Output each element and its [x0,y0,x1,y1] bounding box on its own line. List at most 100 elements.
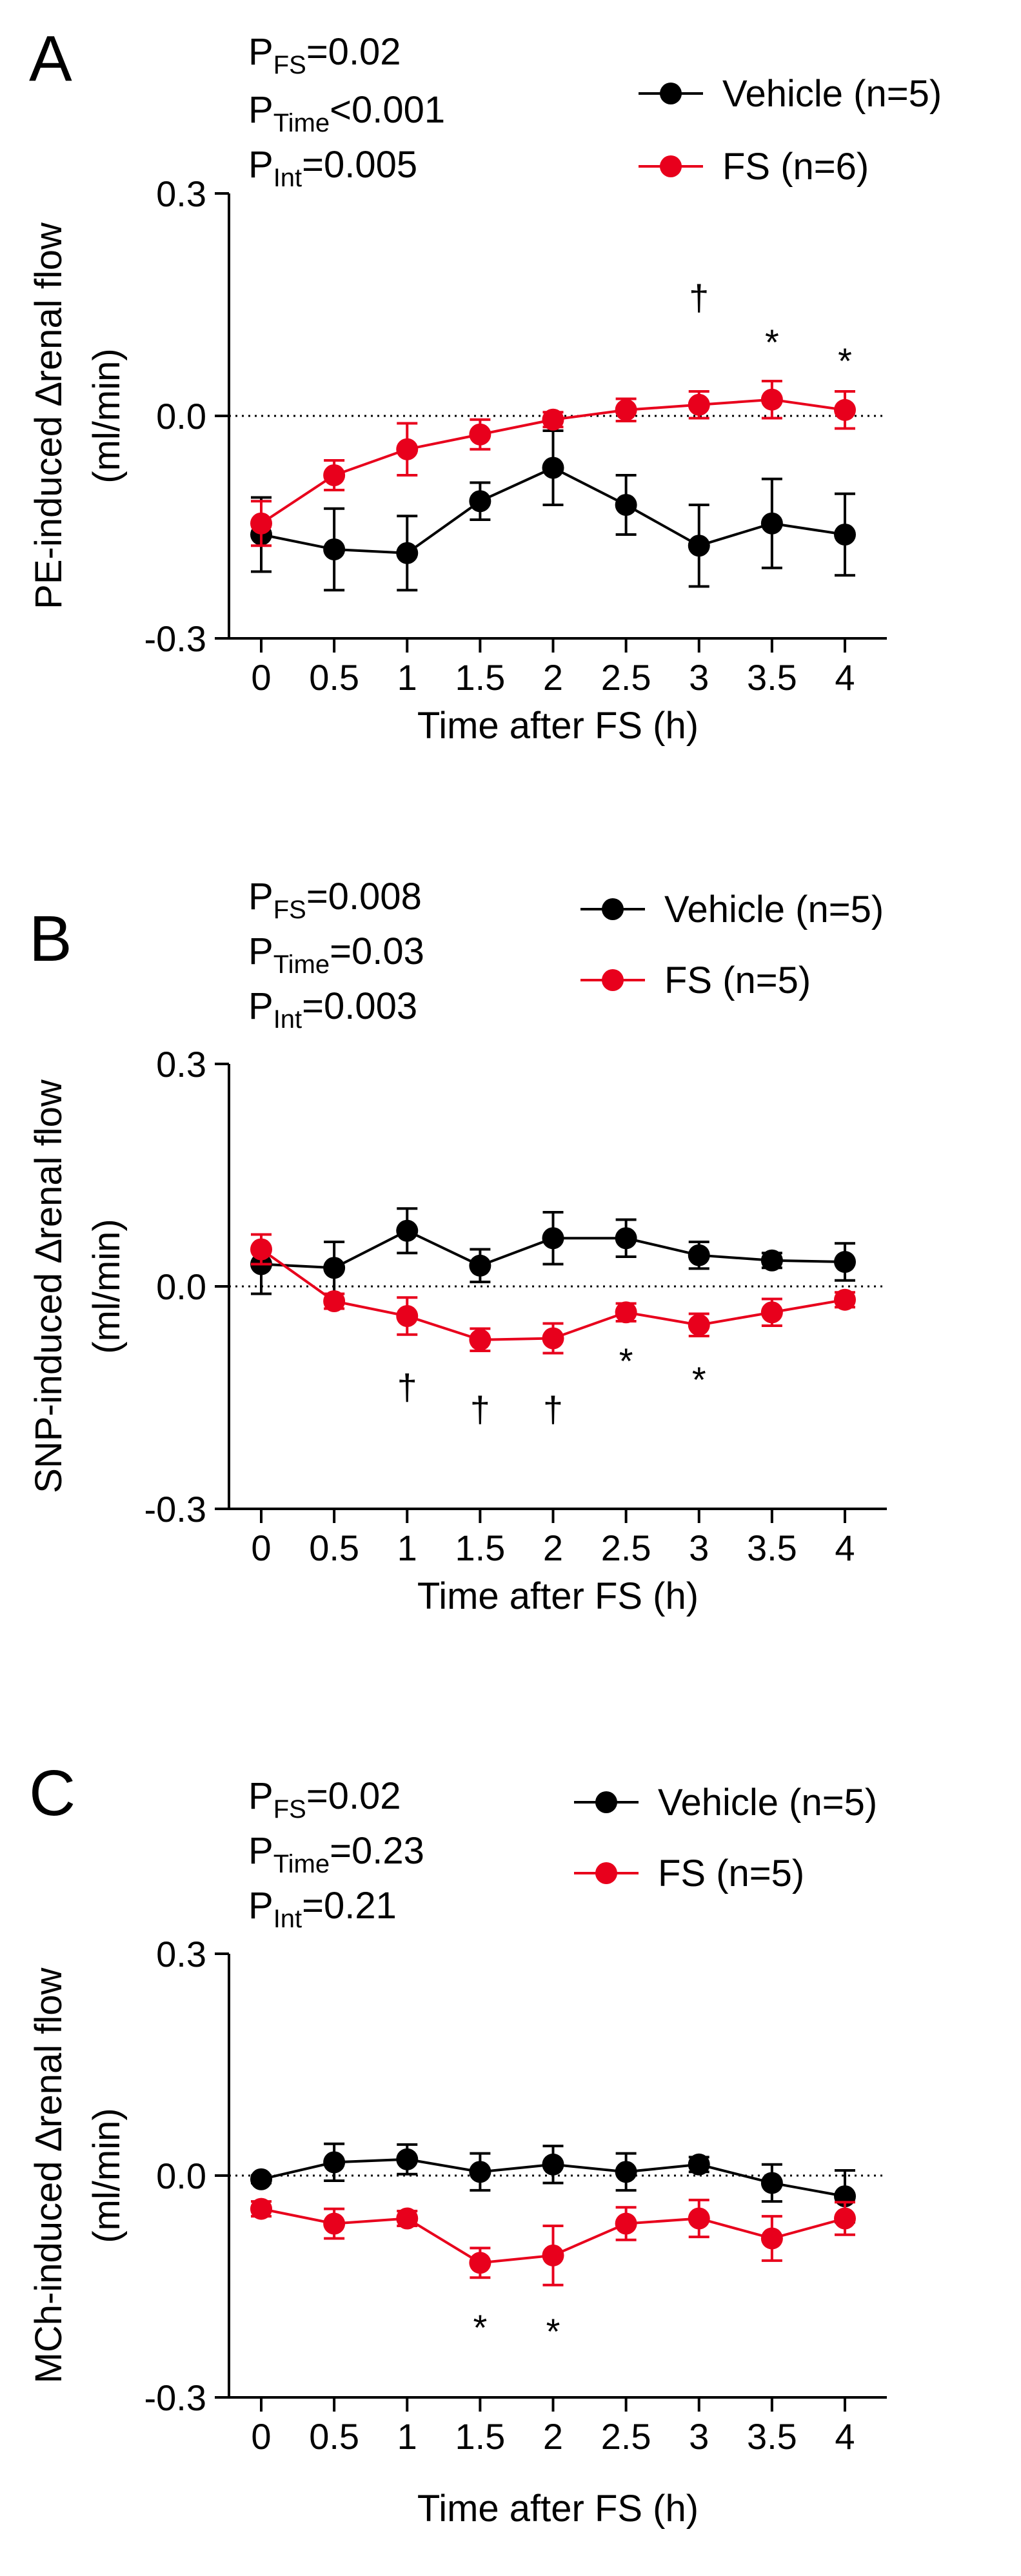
panel-letter: A [29,23,72,95]
data-point [615,494,637,516]
legend-label-0: Vehicle (n=5) [722,73,942,115]
data-point [323,2212,346,2235]
series-0 [250,2142,856,2224]
x-tick-label: 0 [251,2416,271,2457]
significance-marker: † [470,1389,490,1430]
data-point [688,535,710,557]
significance-marker: * [546,2311,560,2352]
legend-label-0: Vehicle (n=5) [658,1782,877,1824]
data-point [542,1227,564,1250]
data-point [760,512,783,535]
significance-marker: * [692,1359,706,1400]
data-point [834,1288,856,1311]
data-point [250,1238,272,1261]
x-tick-label: 2.5 [601,1528,651,1568]
stat-p-int: PInt=0.005 [248,144,417,192]
stat-p-time: PTime=0.03 [248,930,424,979]
data-point [396,1219,419,1242]
significance-marker: * [473,2307,487,2348]
x-tick-label: 1.5 [455,657,505,698]
significance-marker: * [838,340,852,381]
significance-marker: † [543,1389,563,1430]
x-tick-label: 4 [835,657,855,698]
x-tick-label: 2 [543,2416,563,2457]
data-point [542,1327,564,1350]
data-point [323,1257,346,1279]
stat-p-time: PTime<0.001 [248,89,445,137]
x-tick-label: 3 [689,1528,709,1568]
data-point [469,2252,491,2274]
data-point [688,1313,710,1336]
y-axis-units: (ml/min) [86,2108,128,2243]
x-tick-label: 1 [397,2416,417,2457]
data-point [469,2161,491,2183]
data-point [396,1305,419,1327]
legend-marker-0 [660,83,682,104]
x-tick-label: 0.5 [309,2416,359,2457]
panel-letter: B [29,903,72,975]
data-point [250,2168,272,2190]
y-axis-title: SNP-induced ∆renal flow [28,1079,70,1493]
stat-p-fs: PFS=0.02 [248,1775,401,1824]
data-point [760,2172,783,2194]
stat-p-int: PInt=0.21 [248,1885,397,1933]
y-tick-label: -0.3 [144,2377,207,2418]
data-point [688,2153,710,2176]
significance-marker: * [619,1341,633,1381]
y-axis-units: (ml/min) [86,1219,128,1353]
stat-p-time: PTime=0.23 [248,1830,424,1878]
data-point [834,524,856,546]
legend-marker-1 [660,155,682,177]
x-tick-label: 3.5 [747,2416,797,2457]
y-tick-label: 0.3 [156,1934,206,1974]
x-tick-label: 1.5 [455,2416,505,2457]
legend-label-1: FS (n=5) [658,1853,804,1894]
data-point [760,1301,783,1324]
series-1 [250,379,856,547]
y-tick-label: 0.0 [156,2156,206,2196]
x-tick-label: 3.5 [747,1528,797,1568]
x-tick-label: 4 [835,2416,855,2457]
x-tick-label: 0.5 [309,657,359,698]
data-point [396,2207,419,2230]
data-point [542,2244,564,2266]
x-tick-label: 0.5 [309,1528,359,1568]
x-tick-label: 1.5 [455,1528,505,1568]
data-point [469,490,491,513]
series-1 [250,1233,856,1355]
x-tick-label: 0 [251,657,271,698]
y-tick-label: -0.3 [144,1489,207,1529]
data-point [615,2212,637,2235]
data-point [688,393,710,416]
data-point [323,2151,346,2174]
legend-label-0: Vehicle (n=5) [664,889,884,930]
x-tick-label: 2 [543,1528,563,1568]
x-tick-label: 1 [397,1528,417,1568]
data-point [834,398,856,421]
stat-p-fs: PFS=0.008 [248,876,422,924]
x-axis-title: Time after FS (h) [417,1575,699,1617]
stat-p-fs: PFS=0.02 [248,31,401,79]
data-point [615,2161,637,2183]
legend-marker-1 [602,969,624,991]
y-tick-label: 0.3 [156,173,206,214]
data-point [323,538,346,560]
legend-label-1: FS (n=5) [664,959,811,1001]
significance-marker: † [397,1366,417,1407]
x-tick-label: 1 [397,657,417,698]
legend-marker-1 [595,1862,617,1884]
legend-marker-0 [595,1791,617,1813]
significance-marker: † [689,277,709,318]
data-point [469,1328,491,1351]
x-tick-label: 2.5 [601,657,651,698]
significance-marker: * [765,322,779,362]
chart-panel-c: C PFS=0.02 PTime=0.23 PInt=0.21 Vehicle (n=5… [28,1757,887,2530]
y-tick-label: 0.0 [156,1266,206,1307]
x-tick-label: 3 [689,2416,709,2457]
data-point [396,542,419,564]
data-point [760,388,783,411]
chart-panel-a: A PFS=0.02 PTime<0.001 PInt=0.005 Vehicle (n… [28,23,942,747]
data-point [760,1249,783,1272]
data-point [469,423,491,446]
legend-marker-0 [602,898,624,920]
